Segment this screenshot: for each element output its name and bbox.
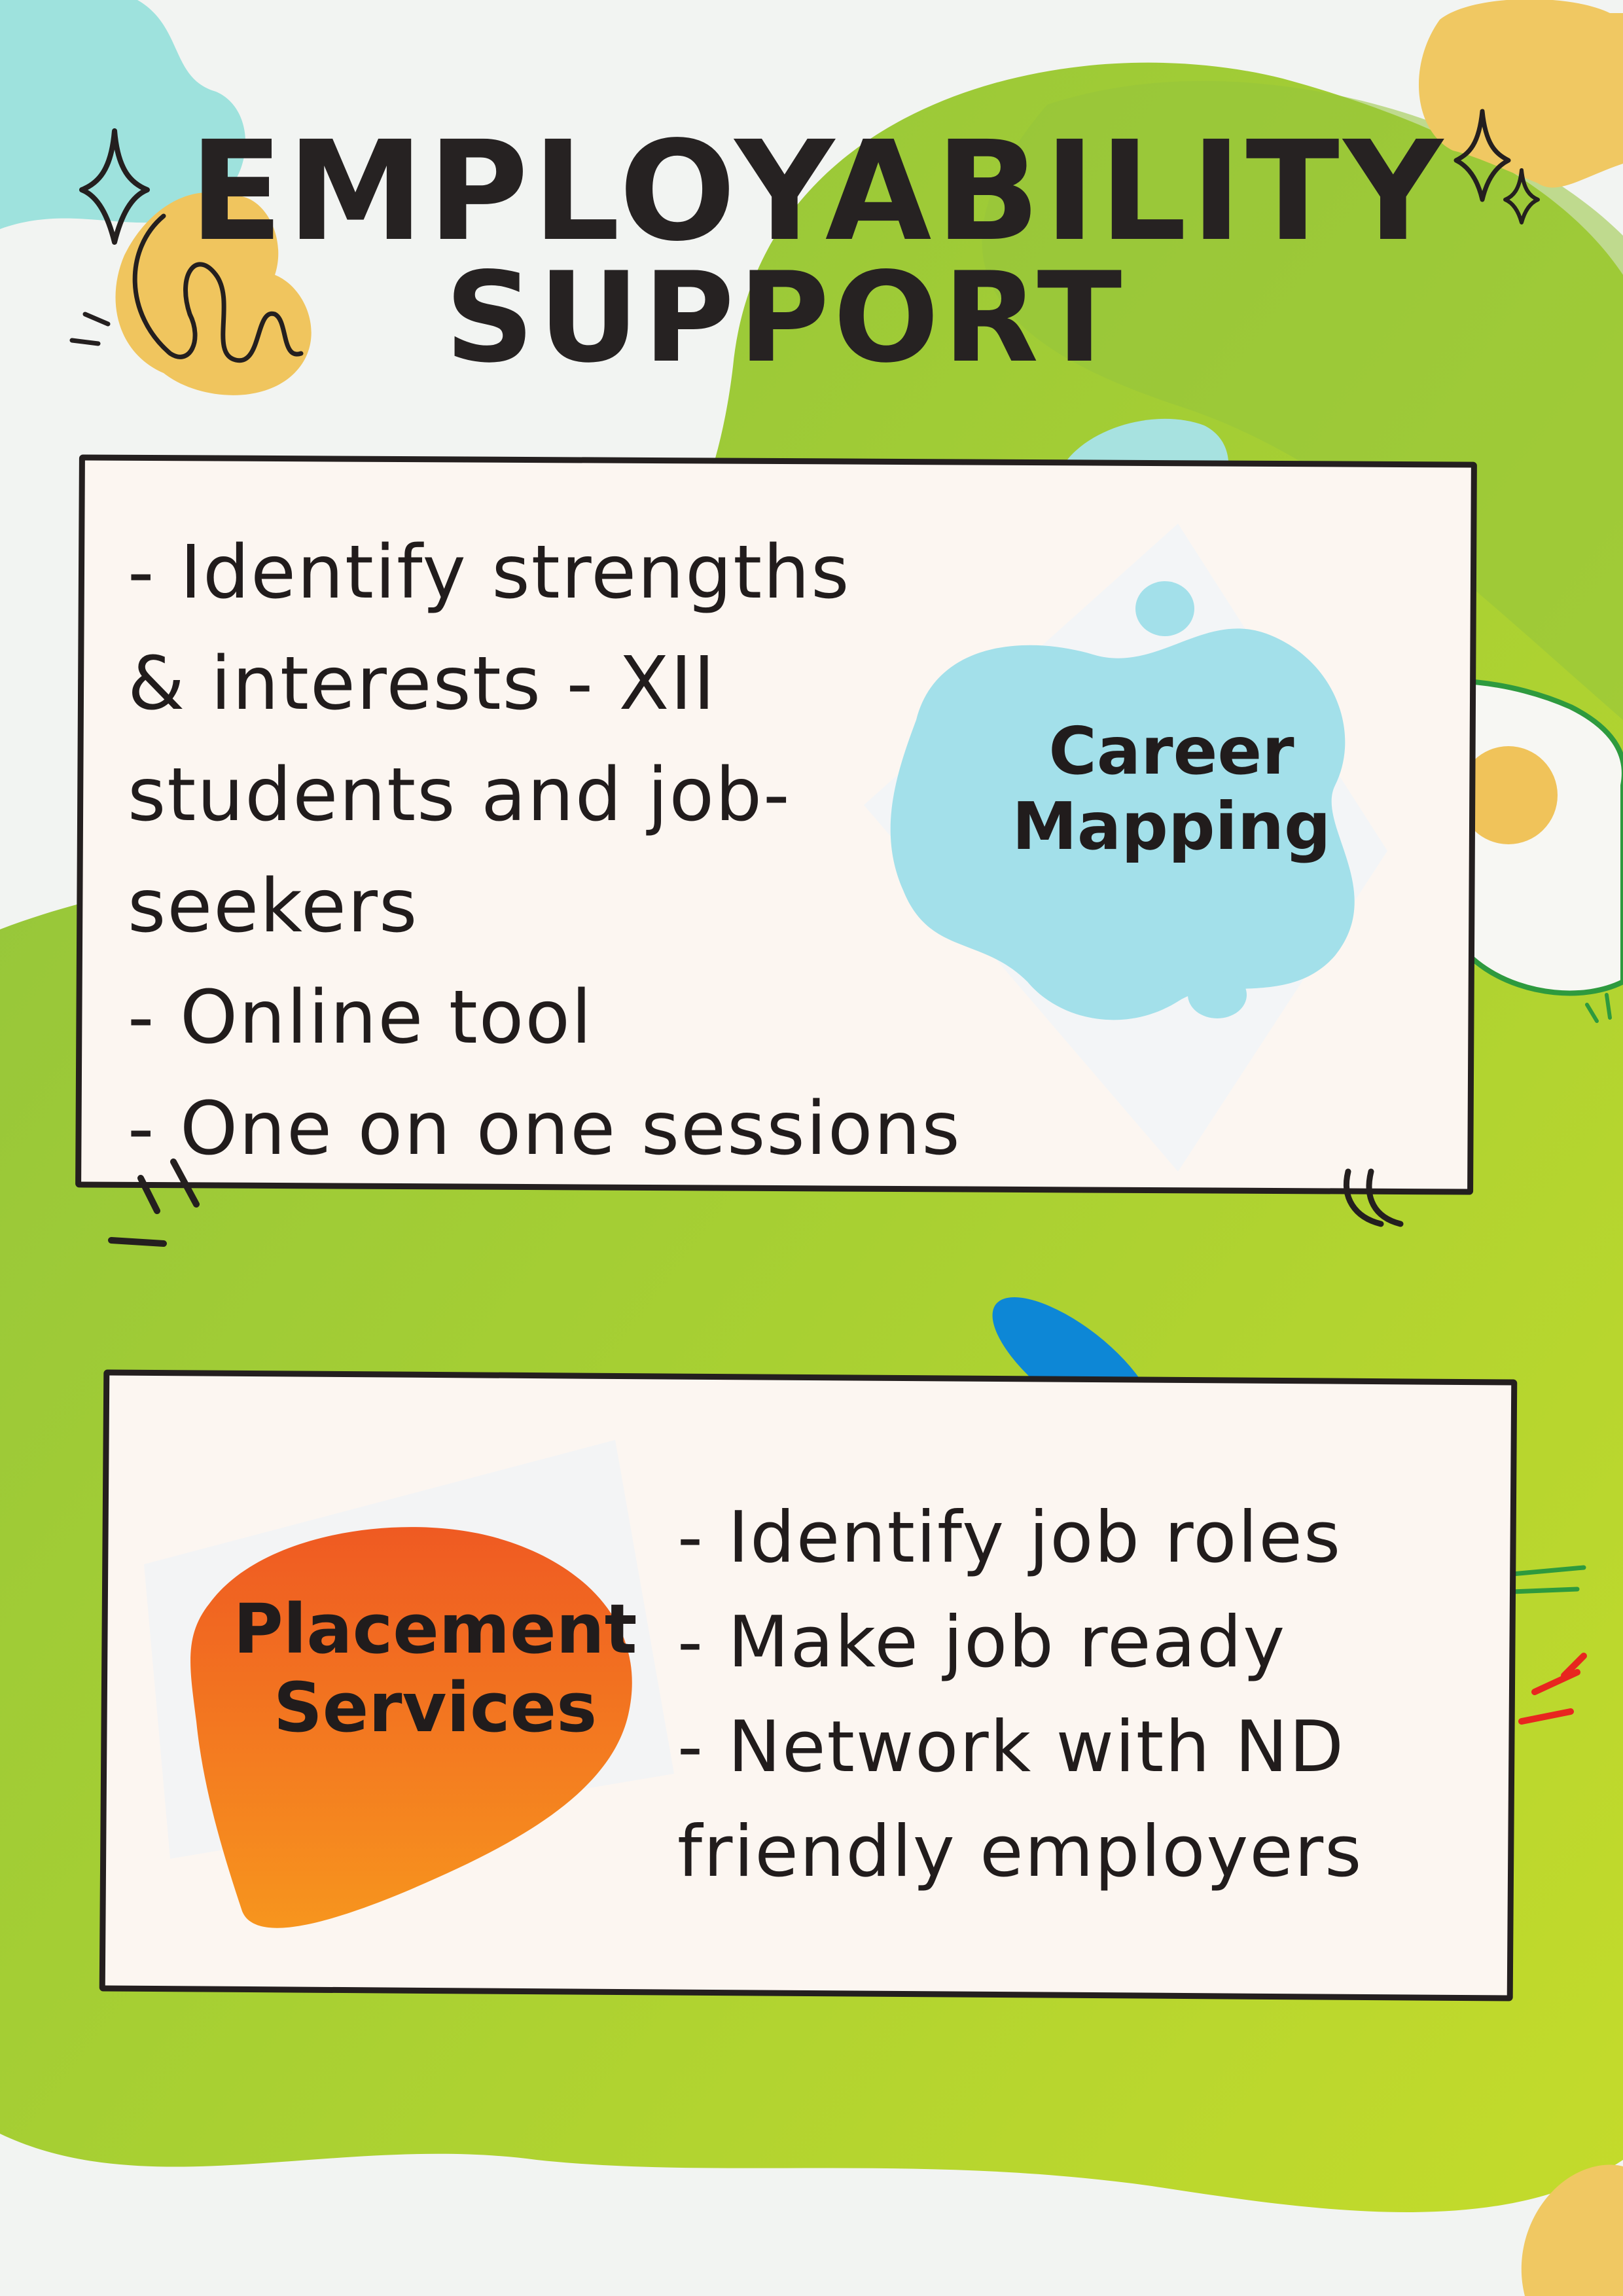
list-item: - One on one sessions xyxy=(128,1086,961,1172)
placement-blob xyxy=(144,1440,674,1928)
page-title-line1: EMPLOYABILITY xyxy=(189,111,1447,272)
green-marks xyxy=(1585,993,1612,1023)
career-blob xyxy=(864,524,1387,1172)
list-item: friendly employers xyxy=(677,1811,1363,1893)
career-label-line2: Mapping xyxy=(1012,788,1331,865)
list-item: - Identify strengths xyxy=(128,530,851,615)
placement-services-label: Placement Services xyxy=(216,1590,654,1747)
career-label-line1: Career xyxy=(1048,713,1294,789)
aqua-corner-blob xyxy=(0,0,246,229)
list-item: students and job- xyxy=(128,753,791,838)
list-item: - Network with ND xyxy=(677,1706,1345,1788)
placement-services-list: - Identify job roles - Make job ready - … xyxy=(677,1486,1363,1905)
placement-label-line1: Placement xyxy=(233,1589,637,1669)
red-marks xyxy=(1518,1653,1587,1725)
yellow-shell-blob xyxy=(115,192,312,395)
sparkle-icon xyxy=(1503,168,1540,224)
career-mapping-list: - Identify strengths & interests - XII s… xyxy=(128,517,961,1185)
list-item: seekers xyxy=(128,864,419,949)
placement-label-line2: Services xyxy=(273,1667,597,1748)
page-title-line2: SUPPORT xyxy=(444,245,1126,390)
yellow-top-right-blob xyxy=(1418,0,1623,188)
sparkle-icon xyxy=(1454,109,1511,202)
egg-yolk xyxy=(1459,746,1558,844)
list-item: & interests - XII xyxy=(128,641,717,726)
career-mapping-label: Career Mapping xyxy=(995,713,1348,864)
dash-marks xyxy=(69,312,111,346)
green-lines xyxy=(1509,1565,1586,1594)
list-item: - Online tool xyxy=(128,975,593,1060)
sparkle-icon xyxy=(79,128,150,245)
yellow-bottom-blob xyxy=(1521,2164,1623,2296)
list-item: - Make job ready xyxy=(677,1602,1287,1683)
scribble-loops xyxy=(132,213,304,363)
list-item: - Identify job roles xyxy=(677,1497,1342,1579)
